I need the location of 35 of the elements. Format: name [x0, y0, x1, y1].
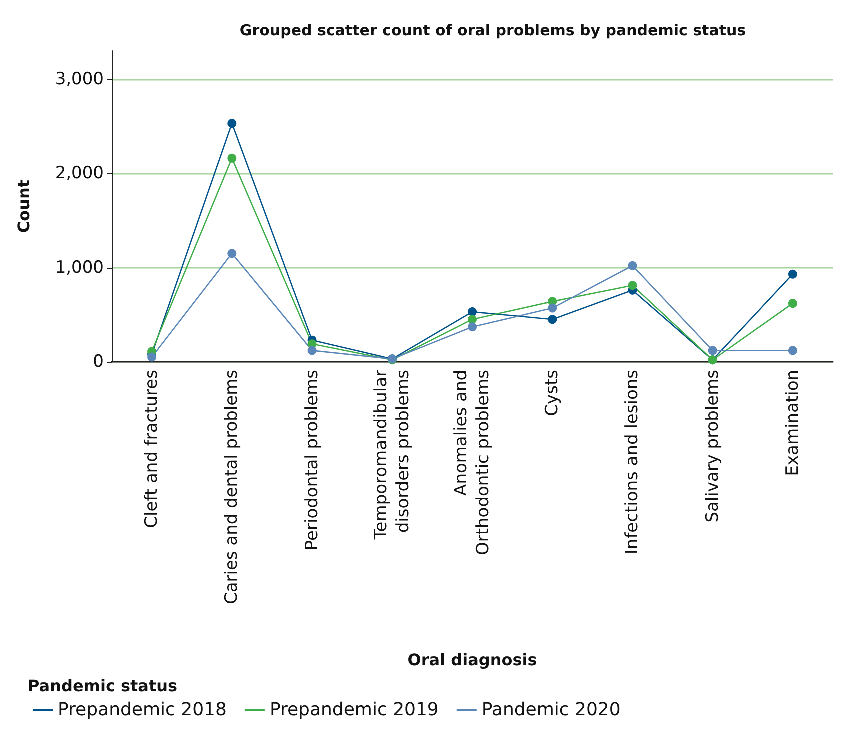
point [468, 308, 477, 317]
chart-title: Grouped scatter count of oral problems by pandemic status [240, 22, 746, 40]
point [468, 322, 477, 332]
legend-label: Pandemic 2020 [482, 700, 621, 720]
point [548, 315, 558, 324]
point [228, 119, 237, 128]
point [708, 346, 718, 356]
point [468, 315, 477, 324]
x-tick-label: Cysts [542, 370, 563, 416]
x-tick-label: Periodontal problems [302, 370, 322, 551]
x-axis-title: Oral diagnosis [408, 650, 538, 670]
point [548, 304, 558, 313]
point [308, 346, 317, 356]
legend-label: Prepandemic 2019 [270, 700, 439, 720]
point [228, 249, 237, 258]
x-tick-label: Temporomandibular disorders problems [371, 370, 414, 541]
point [628, 281, 638, 290]
point [788, 270, 798, 279]
y-tick-label: 0 [93, 352, 104, 372]
x-tick-label: Salivary problems [702, 370, 723, 523]
legend-label: Prepandemic 2018 [58, 700, 227, 720]
x-tick-label: Caries and dental problems [222, 370, 242, 605]
y-tick-label: 2,000 [55, 164, 104, 184]
y-axis-title: Count [14, 180, 34, 234]
x-tick-label: Examination [782, 370, 803, 476]
y-tick-label: 3,000 [55, 69, 104, 90]
x-tick-label: Cleft and fractures [142, 370, 162, 528]
point [148, 352, 157, 362]
legend-title: Pandemic status [28, 676, 178, 696]
x-tick-label: Infections and lesions [622, 370, 643, 555]
point [788, 346, 798, 356]
point [228, 154, 237, 163]
point [628, 261, 638, 270]
y-tick-label: 1,000 [55, 258, 104, 278]
point [788, 299, 798, 308]
